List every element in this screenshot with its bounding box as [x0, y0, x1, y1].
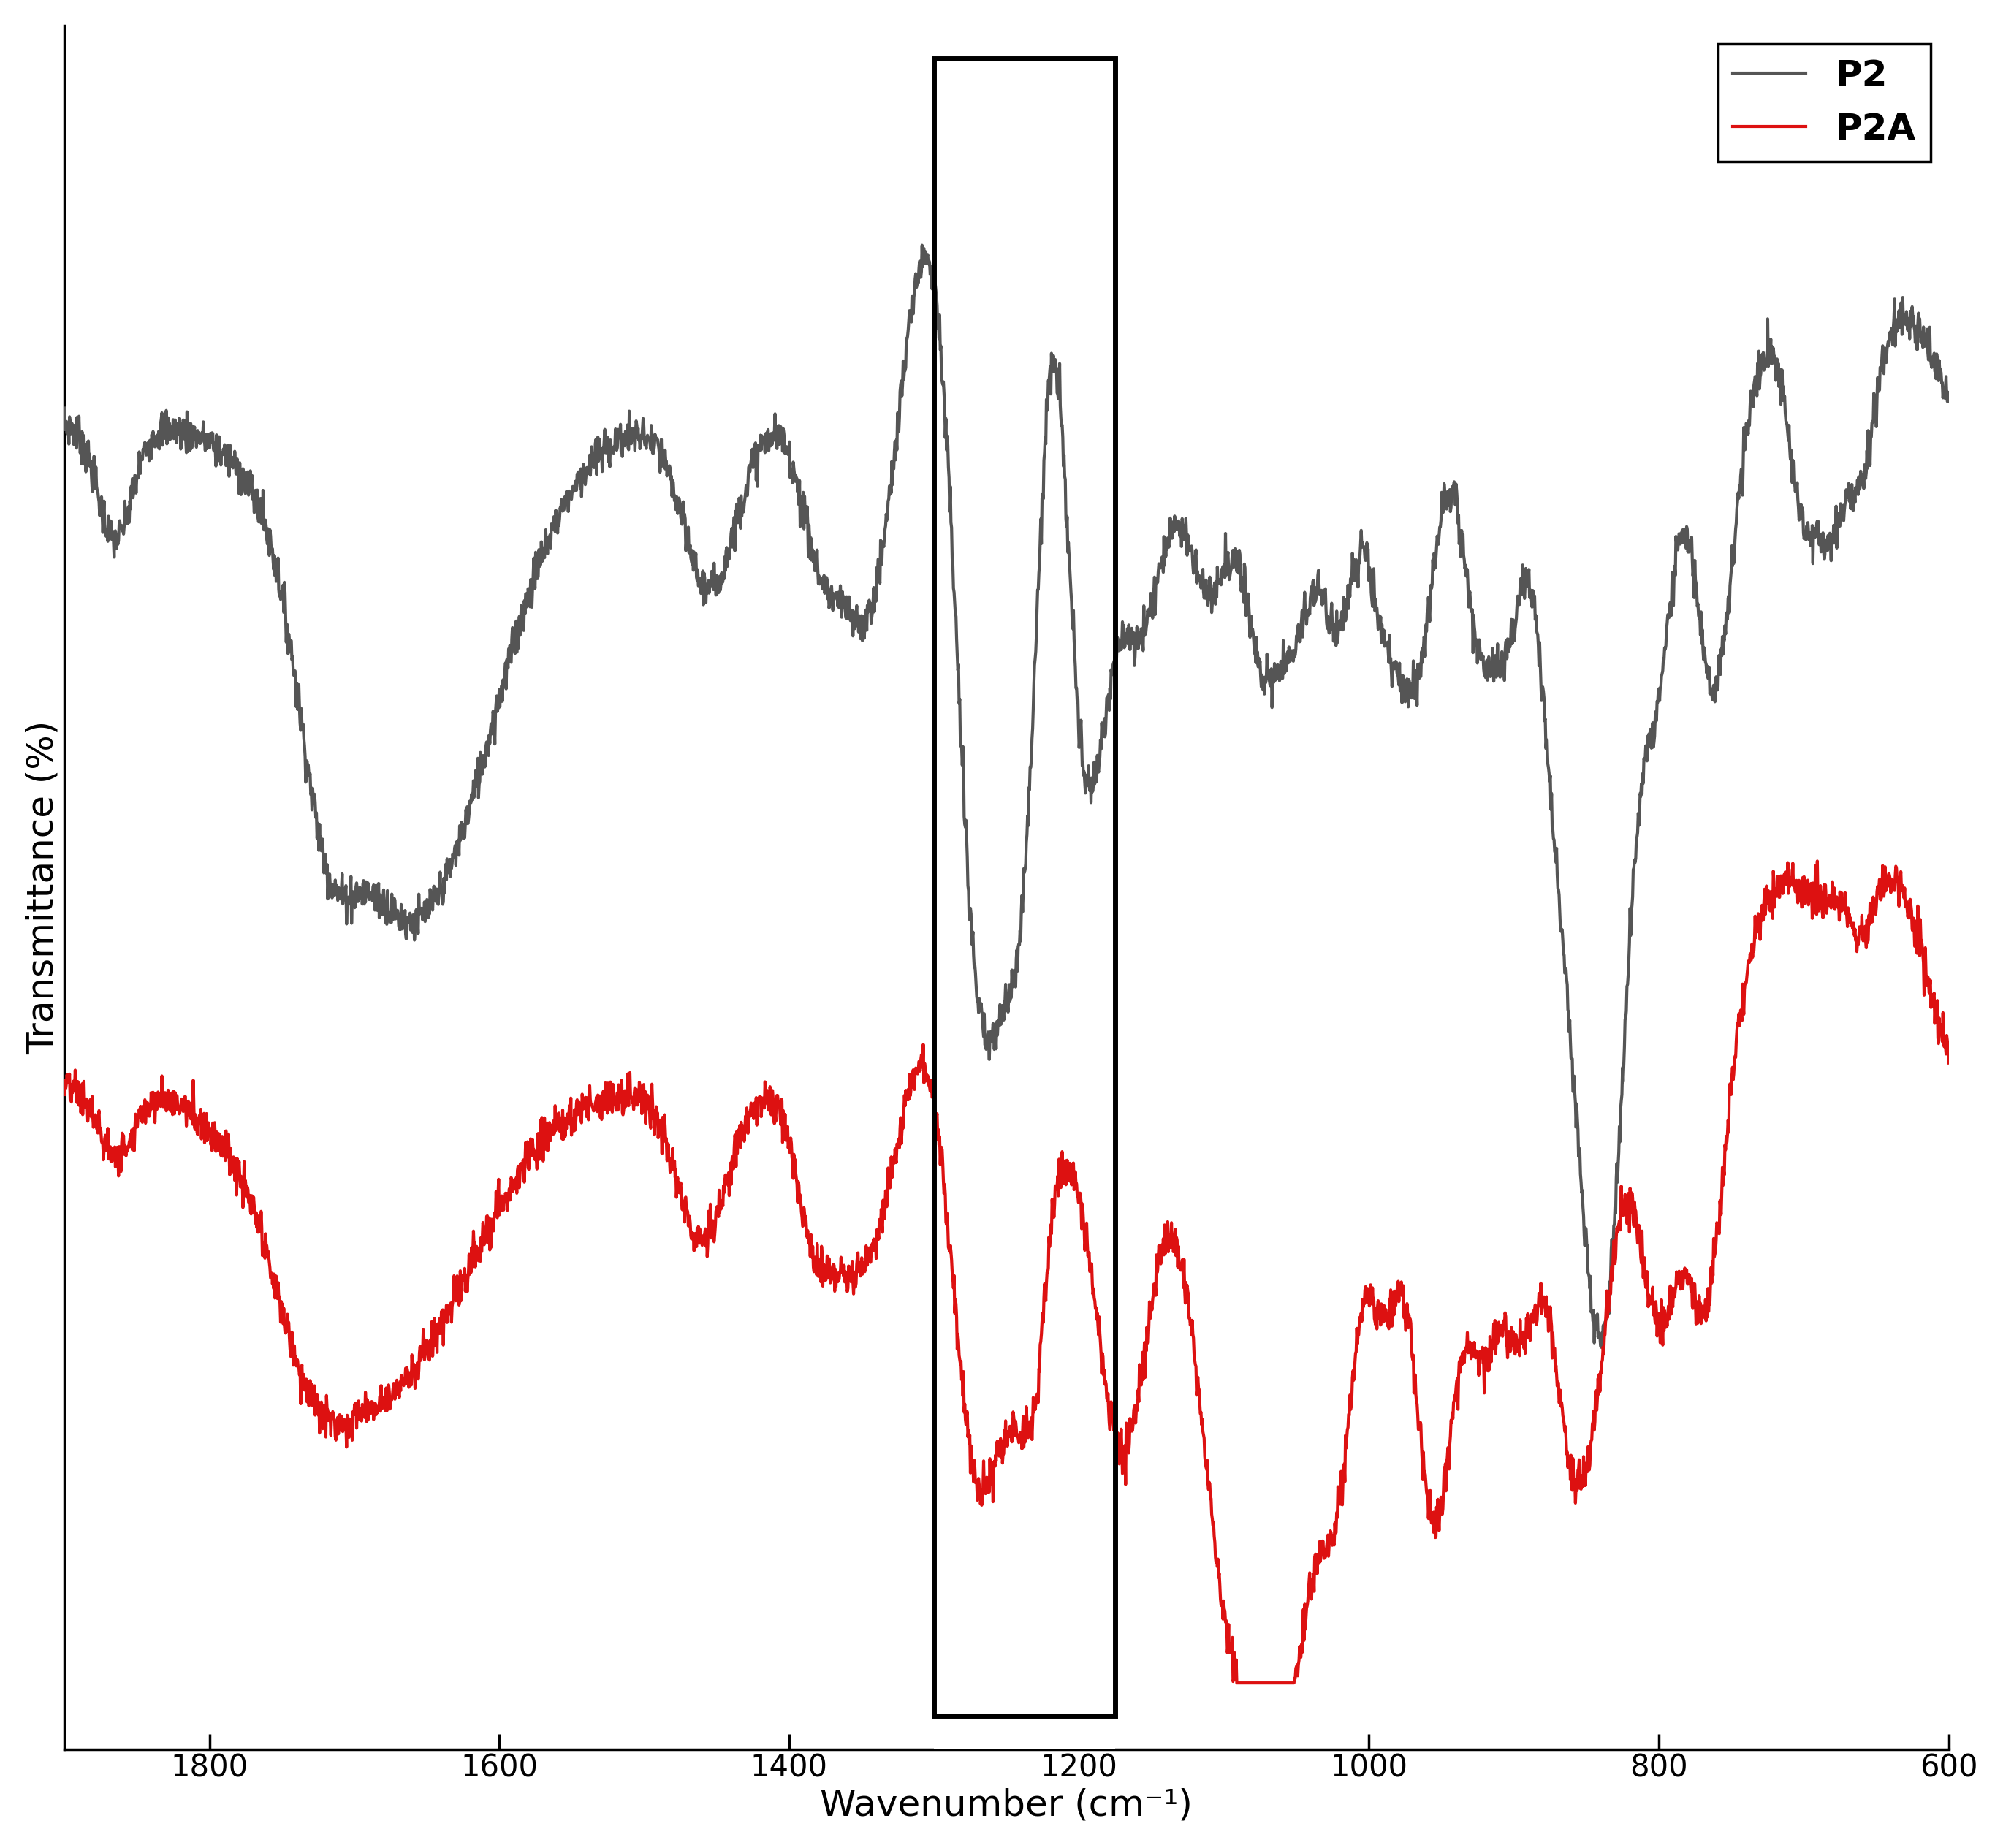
P2A: [775, 1125, 799, 1148]
P2A: [379, 1390, 403, 1412]
Line: P2: P2: [64, 246, 1949, 1347]
Line: P2A: P2A: [64, 861, 1949, 1684]
P2: [909, 235, 933, 257]
P2: [775, 436, 799, 458]
P2: [266, 584, 290, 606]
X-axis label: Wavenumber (cm⁻¹): Wavenumber (cm⁻¹): [821, 1787, 1194, 1822]
P2: [1588, 1336, 1612, 1358]
P2: [52, 397, 76, 419]
P2A: [1805, 850, 1829, 872]
Bar: [933, 0, 1116, 1798]
Bar: [933, 59, 1116, 1717]
P2: [1699, 682, 1723, 704]
P2: [857, 591, 881, 614]
P2A: [1697, 1288, 1721, 1310]
P2A: [857, 1247, 881, 1270]
P2A: [1224, 1672, 1248, 1695]
Legend: P2, P2A: P2, P2A: [1719, 44, 1931, 161]
P2: [379, 911, 403, 933]
P2A: [52, 1083, 76, 1105]
P2A: [1901, 920, 1925, 942]
P2: [1937, 381, 1961, 403]
P2: [1901, 307, 1925, 329]
P2A: [1937, 1052, 1961, 1074]
Y-axis label: Transmittance (%): Transmittance (%): [26, 721, 60, 1055]
P2A: [266, 1286, 290, 1308]
